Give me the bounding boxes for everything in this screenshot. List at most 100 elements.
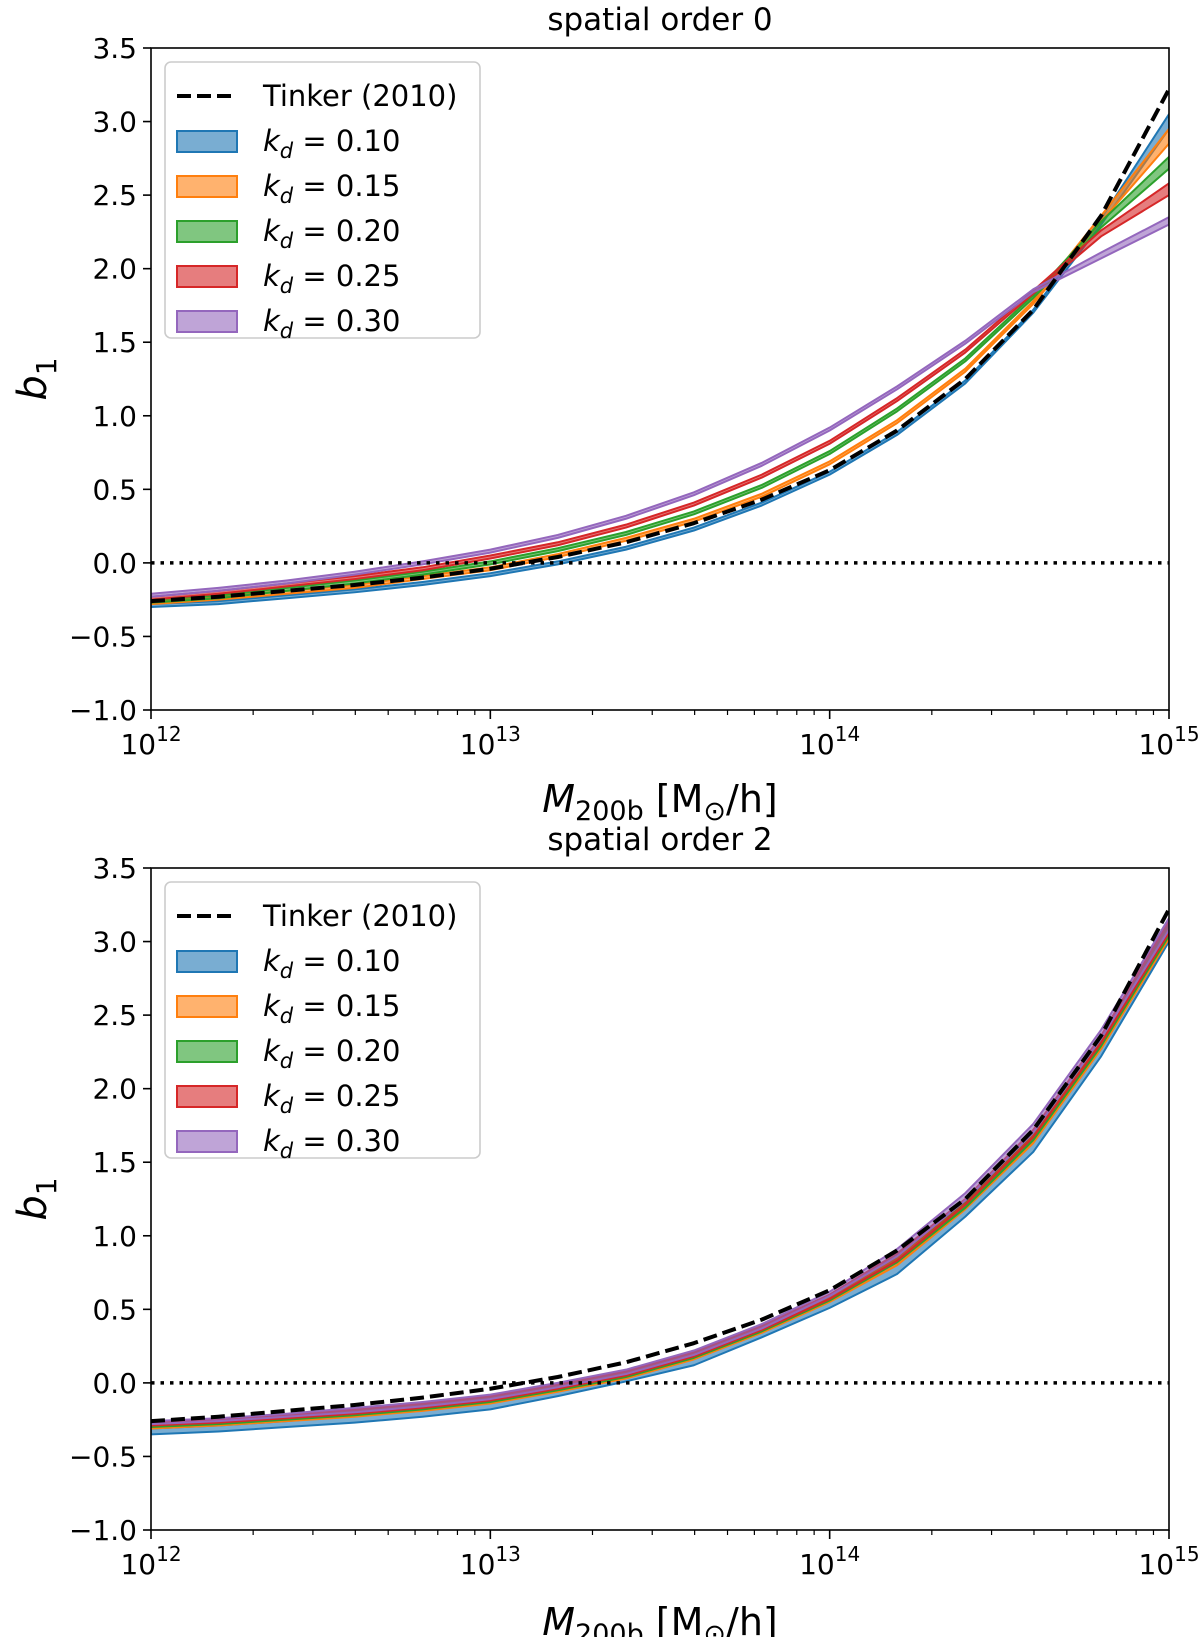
axes-frame <box>150 47 1170 711</box>
x-tick-base: 10 <box>799 1548 835 1581</box>
x-tick-label: 1014 <box>799 722 860 761</box>
legend-label-sub: d <box>280 274 294 298</box>
legend-swatch-kd-2 <box>176 220 238 243</box>
y-label-main: b <box>10 1195 56 1220</box>
tinker-line <box>151 88 1169 604</box>
plot-area-1 <box>151 908 1169 1436</box>
legend-swatch-kd-1 <box>176 175 238 198</box>
legend-swatch-kd-4 <box>176 310 238 333</box>
y-tick-label: 1.0 <box>92 1220 137 1253</box>
x-tick-label: 1013 <box>460 1542 521 1581</box>
y-tick-label: 1.0 <box>92 400 137 433</box>
y-tick-label: −0.5 <box>69 620 137 653</box>
legend-label-var: k <box>263 1034 281 1068</box>
legend-label-value: = 0.15 <box>293 989 400 1023</box>
x-tick-base: 10 <box>799 728 835 761</box>
y-tick-label: 1.5 <box>92 1146 137 1179</box>
x-label-sun-symbol: ⊙ <box>703 1619 726 1637</box>
legend-label-sub: d <box>280 319 294 343</box>
x-tick-base: 10 <box>120 1548 156 1581</box>
legend-label-sub: d <box>280 229 294 253</box>
y-tick-label: 3.5 <box>92 852 137 885</box>
y-tick-label: −1.0 <box>69 1514 137 1547</box>
x-tick-label: 1012 <box>120 722 181 761</box>
legend-swatch-kd-3 <box>176 1085 238 1108</box>
x-tick-base: 10 <box>460 728 496 761</box>
legend-label-kd-3: kd = 0.25 <box>263 1079 400 1118</box>
y-label-main: b <box>10 375 56 400</box>
y-tick-label: 2.0 <box>92 253 137 286</box>
x-axis-label: M200b [M⊙/h] <box>542 1600 778 1637</box>
legend-label-kd-3: kd = 0.25 <box>263 259 400 298</box>
legend-swatch-kd-2 <box>176 1040 238 1063</box>
legend-swatch-kd-3 <box>176 265 238 288</box>
x-tick-base: 10 <box>460 1548 496 1581</box>
chart-title: spatial order 2 <box>547 822 772 858</box>
x-tick-exponent: 13 <box>495 1542 520 1566</box>
x-label-sun-symbol: ⊙ <box>703 796 726 827</box>
legend-swatch-kd-0 <box>176 130 238 153</box>
x-tick-base: 10 <box>1138 1548 1174 1581</box>
y-tick-label: 2.0 <box>92 1073 137 1106</box>
legend-label-value: = 0.10 <box>293 944 400 978</box>
y-tick-label: 3.0 <box>92 106 137 139</box>
legend-label-value: = 0.15 <box>293 169 400 203</box>
x-label-subscript: 200b <box>575 1619 644 1637</box>
legend-label-var: k <box>263 989 281 1023</box>
x-tick-exponent: 15 <box>1174 722 1199 746</box>
legend-label-kd-0: kd = 0.10 <box>263 124 400 163</box>
legend-swatch-kd-1 <box>176 995 238 1018</box>
legend-label-sub: d <box>280 959 294 983</box>
x-tick-exponent: 14 <box>835 722 860 746</box>
y-tick-label: 2.5 <box>92 999 137 1032</box>
legend-box <box>164 881 481 1159</box>
legend-swatch-kd-4 <box>176 1130 238 1153</box>
y-tick-label: 3.0 <box>92 926 137 959</box>
x-tick-label: 1015 <box>1138 1542 1199 1581</box>
legend-label-value: = 0.10 <box>293 124 400 158</box>
band-kd-2 <box>151 155 1169 604</box>
x-label-bracket: [M <box>644 1600 704 1637</box>
band-kd-3 <box>151 182 1169 601</box>
legend-label-value: = 0.20 <box>293 214 400 248</box>
band-kd-0 <box>151 113 1169 609</box>
x-tick-exponent: 13 <box>495 722 520 746</box>
legend-label-value: = 0.25 <box>293 1079 400 1113</box>
x-label-subscript: 200b <box>575 796 644 827</box>
y-tick-label: −0.5 <box>69 1440 137 1473</box>
x-label-bracket: [M <box>644 777 704 821</box>
x-tick-label: 1012 <box>120 1542 181 1581</box>
band-kd-4 <box>151 216 1169 598</box>
x-tick-exponent: 15 <box>1174 1542 1199 1566</box>
x-tick-label: 1014 <box>799 1542 860 1581</box>
y-tick-label: 1.5 <box>92 326 137 359</box>
x-label-main: M <box>542 1600 575 1637</box>
x-tick-base: 10 <box>1138 728 1174 761</box>
y-tick-label: 0.0 <box>92 1367 137 1400</box>
legend-box <box>164 61 481 339</box>
y-tick-label: 3.5 <box>92 32 137 65</box>
y-tick-label: 0.5 <box>92 473 137 506</box>
legend-label-sub: d <box>280 1139 294 1163</box>
legend-label-var: k <box>263 1124 281 1158</box>
x-tick-exponent: 12 <box>156 1542 181 1566</box>
legend-label-sub: d <box>280 1004 294 1028</box>
legend-label-var: k <box>263 304 281 338</box>
legend-label-kd-0: kd = 0.10 <box>263 944 400 983</box>
legend-label-sub: d <box>280 184 294 208</box>
legend-label-var: k <box>263 259 281 293</box>
legend-label-var: k <box>263 1079 281 1113</box>
y-tick-label: 0.0 <box>92 547 137 580</box>
legend-label-value: = 0.30 <box>293 1124 400 1158</box>
legend-label-kd-4: kd = 0.30 <box>263 1124 400 1163</box>
tinker-line <box>151 908 1169 1424</box>
y-tick-label: 0.5 <box>92 1293 137 1326</box>
chart-title: spatial order 0 <box>547 2 772 38</box>
legend-tinker-label: Tinker (2010) <box>262 79 457 113</box>
y-tick-label: −1.0 <box>69 694 137 727</box>
legend-tinker-label: Tinker (2010) <box>262 899 457 933</box>
x-tick-label: 1013 <box>460 722 521 761</box>
